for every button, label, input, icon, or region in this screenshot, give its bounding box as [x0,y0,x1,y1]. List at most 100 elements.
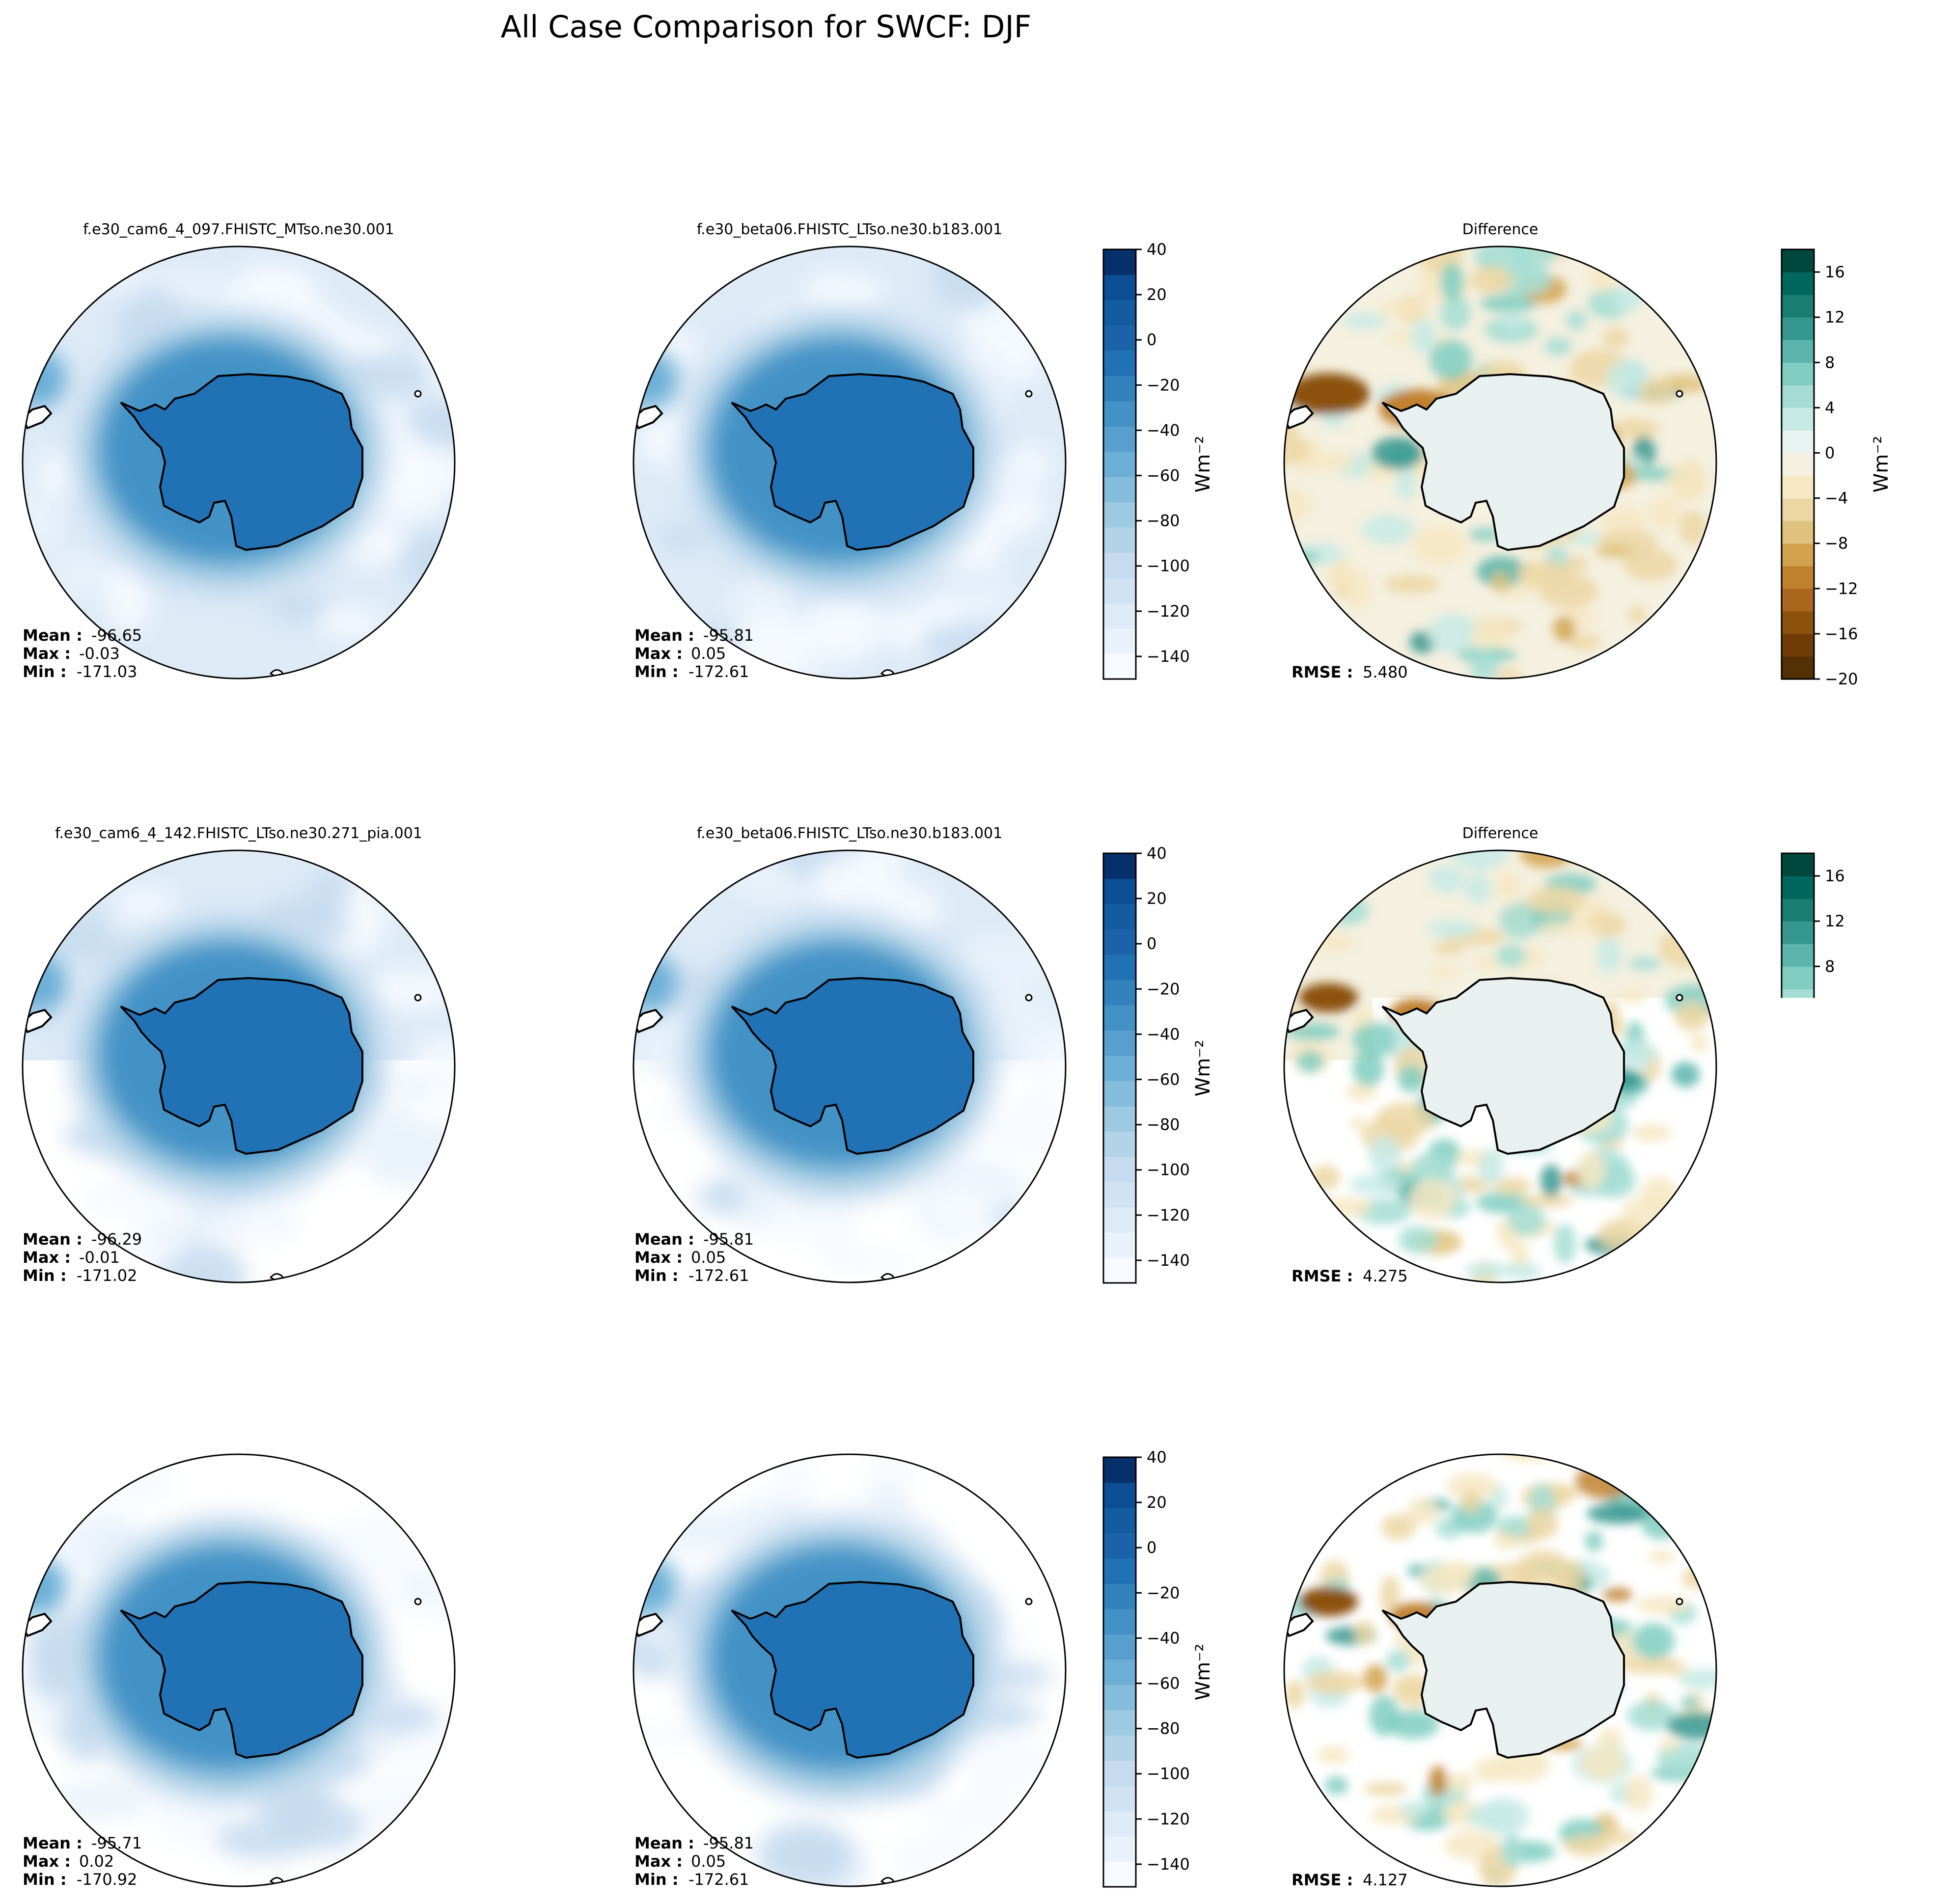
case-colorbar: 40 20 0 −20 −40 −60 −80 −100 −120 −140 Wm⁻² [1103,844,1214,1283]
difference-map-field [1252,231,1716,682]
stat-label-max: Max : [23,1248,71,1267]
colorbar-level [1782,430,1814,453]
colorbar-level [1103,1207,1136,1233]
colorbar-level [1103,1685,1136,1710]
stat-label-min: Min : [634,662,679,681]
colorbar-level [1103,376,1136,401]
test-map [3,1454,493,1887]
test-case-title: f.e30_cam6_4_142.FHISTC_LTso.ne30.271_pi… [55,825,422,842]
colorbar-tick-label: 8 [1825,353,1835,372]
case-map-field [3,1454,493,1887]
colorbar-tick-label: 16 [1825,867,1845,885]
colorbar-level [1782,1706,1814,1729]
colorbar-level [1103,502,1136,528]
stat-label-min: Min : [23,1266,67,1285]
colorbar-tick-label: −140 [1147,647,1190,666]
colorbar-tick-label: 40 [1147,1448,1167,1467]
colorbar-tick-label: −80 [1147,1719,1180,1738]
rmse-block: RMSE :4.127 [1292,1871,1408,1889]
difference-map [1252,231,1716,682]
colorbar-unit-label: Wm⁻² [1192,436,1214,493]
colorbar-level [1782,249,1814,272]
colorbar-tick-label: −20 [1147,376,1180,394]
colorbar-level [1782,634,1814,657]
colorbar-level [1782,1011,1814,1034]
colorbar-level [1782,453,1814,476]
stat-value-min: -171.02 [77,1266,138,1285]
colorbar-tick-label: −40 [1147,1629,1180,1647]
colorbar-tick-label: −60 [1147,466,1180,485]
colorbar-level [1103,1836,1136,1862]
colorbar-level [1103,1533,1136,1558]
stat-value-min: -172.61 [688,1266,749,1285]
colorbar-tick-label: -2.00e+01 [1825,1877,1908,1896]
colorbar-tick-label: 0 [1147,1538,1156,1557]
colorbar-level [1782,1615,1814,1638]
colorbar-level [1103,603,1136,629]
colorbar-level [1782,521,1814,544]
colorbar-tick-label: −120 [1147,602,1190,621]
colorbar-level [1782,1057,1814,1080]
colorbar-level [1782,1570,1814,1593]
colorbar-level [1782,1034,1814,1057]
colorbar-level [1782,317,1814,340]
stats-block: Mean : -95.81 Max : 0.05 Min : -172.61 [634,626,754,681]
stats-block: Mean : -95.81 Max : 0.05 Min : -172.61 [634,1230,754,1285]
colorbar-tick-label: 20 [1147,285,1167,304]
colorbar-level [1782,966,1814,989]
stat-label-rmse: RMSE : [1292,1871,1353,1889]
colorbar-level [1103,300,1136,326]
stat-label-mean: Mean : [23,1230,83,1249]
colorbar-level [1103,1182,1136,1207]
colorbar-tick-label: 4 [1825,1002,1835,1021]
stat-value-mean: -95.71 [91,1834,142,1852]
stat-value-max: 0.05 [691,1852,726,1871]
colorbar-level [1782,566,1814,589]
difference-title: Difference [1462,825,1539,842]
stats-block: Mean : -95.71Max :0.02Min : -170.92 [23,1834,142,1889]
stat-value-min: -172.61 [688,1870,749,1889]
colorbar-tick-label: 0.00e+00 [1825,1651,1902,1670]
colorbar-level [1103,1157,1136,1182]
colorbar-level [1103,929,1136,954]
colorbar-level [1103,249,1136,275]
colorbar-level [1103,1786,1136,1811]
colorbar-level [1782,1638,1814,1661]
colorbar-level [1782,1147,1814,1170]
colorbar-level [1103,325,1136,351]
colorbar-tick-label: −20 [1147,1583,1180,1602]
colorbar-tick-label: 0 [1825,443,1835,462]
colorbar-level [1782,272,1814,295]
stat-label-mean: Mean : [634,626,694,645]
colorbar-level [1103,527,1136,553]
colorbar-level [1782,1751,1814,1774]
case-colorbar: 40 20 0 −20 −40 −60 −80 −100 −120 −140 Wm⁻² [1103,240,1214,680]
colorbar-level [1782,476,1814,499]
reference-case-title: f.e30_beta06.FHISTC_LTso.ne30.b183.001 [697,221,1002,238]
colorbar-tick-label: 4 [1825,398,1835,417]
stat-label-rmse: RMSE : [1292,1267,1353,1285]
stat-value-rmse: 5.480 [1363,663,1408,681]
colorbar-level [1103,628,1136,654]
colorbar-level [1103,1030,1136,1056]
colorbar-level [1103,1081,1136,1106]
colorbar-tick-label: −12 [1825,579,1858,598]
colorbar-tick-label: −16 [1825,625,1858,643]
colorbar-tick-label: −60 [1147,1674,1180,1693]
colorbar-tick-label: −4 [1825,1093,1848,1112]
colorbar-level [1103,1106,1136,1132]
colorbar-tick-label: −140 [1147,1855,1190,1874]
colorbar-level [1782,1548,1814,1571]
stat-label-max: Max : [634,1248,683,1267]
stats-block: Mean : -95.81 Max : 0.05 Min : -172.61 [634,1834,754,1889]
colorbar-level [1103,1258,1136,1283]
test-case-title: f.e30_cam6_4_097.FHISTC_MTso.ne30.001 [83,221,394,238]
colorbar-level [1103,904,1136,929]
colorbar-tick-label: −120 [1147,1810,1190,1828]
colorbar-level [1782,1660,1814,1684]
colorbar-level [1782,498,1814,521]
colorbar-level [1782,921,1814,944]
colorbar-level [1782,853,1814,876]
colorbar-level [1782,1170,1814,1193]
colorbar-level [1103,1609,1136,1634]
